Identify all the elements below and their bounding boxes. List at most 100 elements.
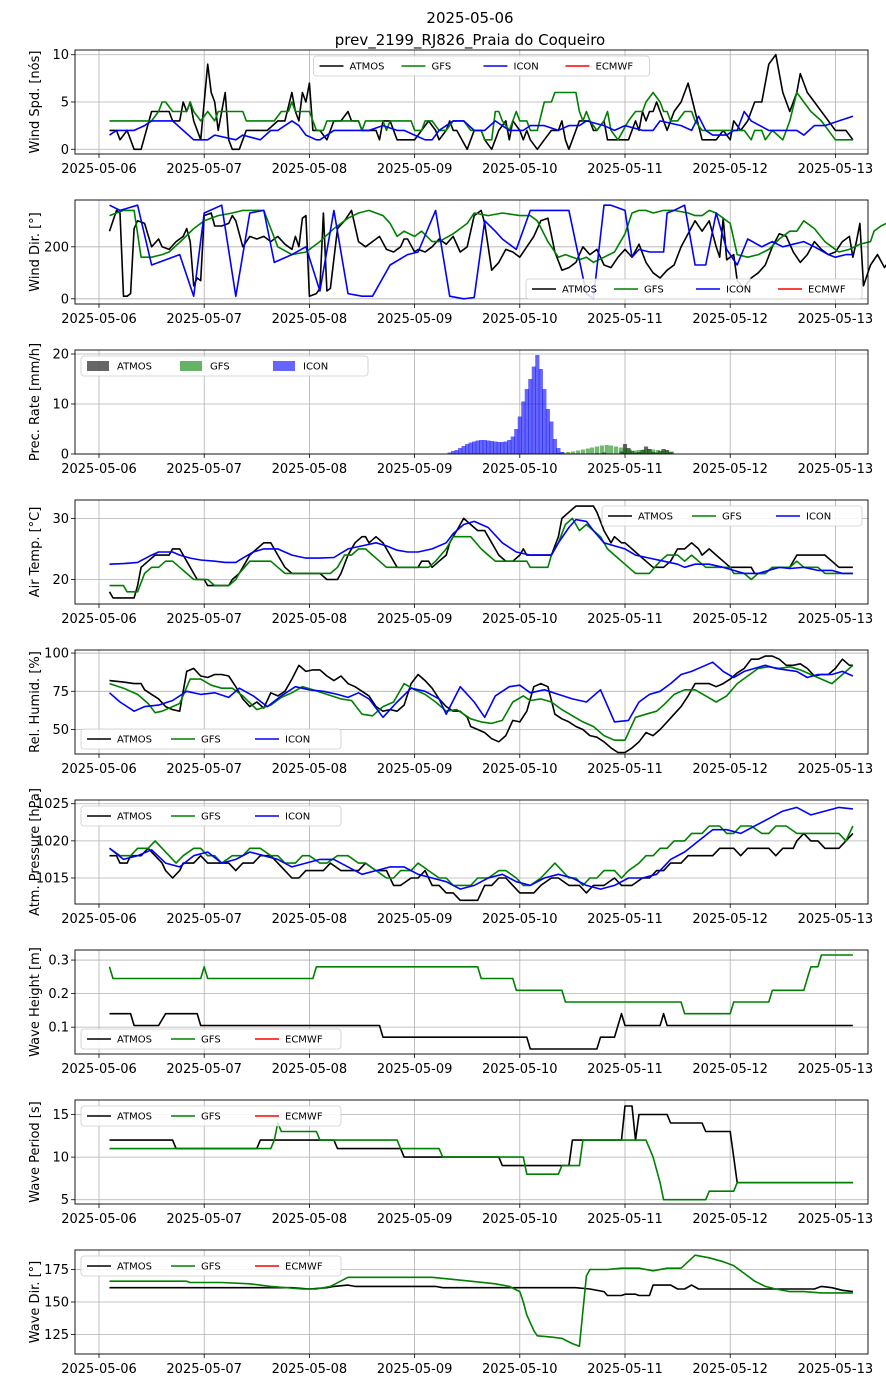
x-tick-label: 2025-05-09 xyxy=(377,912,453,927)
legend-label-atmos: ATMOS xyxy=(117,362,152,373)
bar-gfs xyxy=(566,452,571,454)
bar-gfs xyxy=(599,445,604,454)
x-tick-label: 2025-05-09 xyxy=(377,162,453,177)
x-tick-label: 2025-05-09 xyxy=(377,1062,453,1077)
bar-icon xyxy=(479,440,484,454)
x-tick-label: 2025-05-06 xyxy=(61,462,137,477)
x-tick-label: 2025-05-07 xyxy=(166,762,242,777)
legend-swatch-atmos xyxy=(87,361,109,371)
x-tick-label: 2025-05-10 xyxy=(482,162,558,177)
bar-icon xyxy=(489,441,494,454)
y-tick-label: 125 xyxy=(44,1328,69,1343)
x-tick-label: 2025-05-08 xyxy=(272,612,348,627)
y-tick-label: 200 xyxy=(44,240,69,255)
bar-icon xyxy=(542,389,547,454)
y-tick-label: 15 xyxy=(52,1108,69,1123)
y-tick-label: 30 xyxy=(52,512,69,527)
legend-label-icon: ICON xyxy=(726,285,751,296)
y-tick-label: 0 xyxy=(61,292,69,307)
legend-label-atmos: ATMOS xyxy=(117,1112,152,1123)
x-tick-label: 2025-05-09 xyxy=(377,762,453,777)
plot-frame xyxy=(74,49,869,155)
x-tick-label: 2025-05-09 xyxy=(377,612,453,627)
bar-icon xyxy=(521,401,526,454)
y-axis-label: Atm. Pressure [hPa] xyxy=(28,788,43,916)
y-tick-label: 175 xyxy=(44,1263,69,1278)
bar-gfs xyxy=(575,450,581,454)
series-line-atmos xyxy=(109,1012,853,1050)
panel-8: 125 150 175 2025-05-06 2025-05-07 2025-05-08 2… xyxy=(28,1249,873,1377)
legend-label-gfs: GFS xyxy=(201,735,221,746)
bar-icon xyxy=(524,389,529,454)
bar-atmos xyxy=(643,446,649,454)
x-tick-label: 2025-05-08 xyxy=(272,762,348,777)
bar-series-icon xyxy=(447,355,564,454)
y-tick-label: 1025 xyxy=(36,797,69,812)
legend: ATMOS GFS ECMWF xyxy=(80,1255,342,1277)
bar-icon xyxy=(496,442,501,454)
x-tick-label: 2025-05-08 xyxy=(272,912,348,927)
y-tick-label: 75 xyxy=(52,685,69,700)
x-tick-label: 2025-05-06 xyxy=(61,762,137,777)
x-tick-label: 2025-05-13 xyxy=(798,912,874,927)
legend-box xyxy=(525,278,863,300)
series-line-atmos xyxy=(109,1284,853,1297)
x-tick-label: 2025-05-07 xyxy=(166,312,242,327)
bar-gfs xyxy=(571,451,576,454)
bar-gfs xyxy=(632,450,637,454)
legend-box xyxy=(80,1255,342,1277)
y-tick-label: 20 xyxy=(52,348,69,363)
x-tick-label: 2025-05-13 xyxy=(798,462,874,477)
series-line-gfs xyxy=(109,517,853,593)
legend-box xyxy=(80,728,342,750)
legend-swatch-gfs xyxy=(180,361,202,371)
y-tick-label: 100 xyxy=(44,647,69,662)
legend-label-ecmwf: ECMWF xyxy=(285,1035,323,1046)
x-tick-label: 2025-05-07 xyxy=(166,462,242,477)
legend-box xyxy=(80,805,342,827)
y-tick-label: 5 xyxy=(61,96,69,111)
x-tick-label: 2025-05-11 xyxy=(587,312,663,327)
y-tick-label: 10 xyxy=(52,1151,69,1166)
bar-gfs xyxy=(636,450,642,454)
legend-label-atmos: ATMOS xyxy=(562,285,597,296)
bar-icon xyxy=(465,444,470,454)
plot-frame xyxy=(74,649,869,755)
x-tick-label: 2025-05-13 xyxy=(798,612,874,627)
x-tick-label: 2025-05-07 xyxy=(166,1362,242,1377)
series-line-icon xyxy=(109,518,853,575)
bar-gfs xyxy=(589,447,595,454)
legend-label-icon: ICON xyxy=(806,512,831,523)
plot-frame xyxy=(74,1249,869,1355)
legend-label-ecmwf: ECMWF xyxy=(596,62,634,73)
x-tick-label: 2025-05-12 xyxy=(692,162,768,177)
x-tick-label: 2025-05-10 xyxy=(482,762,558,777)
bar-atmos xyxy=(601,452,607,454)
legend-label-gfs: GFS xyxy=(201,1262,221,1273)
bar-gfs xyxy=(664,451,670,454)
legend-label-icon: ICON xyxy=(514,62,539,73)
x-tick-label: 2025-05-06 xyxy=(61,912,137,927)
bar-gfs xyxy=(669,451,675,454)
legend: ATMOS GFS ICON ECMWF xyxy=(313,55,650,77)
panel-0: 0 5 10 2025-05-06 2025-05-07 2025-05-08 2025-0… xyxy=(28,48,873,177)
x-tick-label: 2025-05-07 xyxy=(166,1212,242,1227)
x-tick-label: 2025-05-13 xyxy=(798,162,874,177)
bar-icon xyxy=(447,452,452,454)
x-tick-label: 2025-05-12 xyxy=(692,1212,768,1227)
legend-box xyxy=(80,1028,342,1050)
x-tick-label: 2025-05-10 xyxy=(482,312,558,327)
legend-label-ecmwf: ECMWF xyxy=(808,285,846,296)
y-tick-label: 150 xyxy=(44,1296,69,1311)
x-tick-label: 2025-05-08 xyxy=(272,1212,348,1227)
bar-icon xyxy=(545,409,550,454)
bar-icon xyxy=(528,379,533,454)
bar-gfs xyxy=(622,448,628,454)
x-tick-label: 2025-05-07 xyxy=(166,912,242,927)
figure-title: 2025-05-06 xyxy=(426,9,513,27)
plot-frame xyxy=(74,1099,869,1205)
bar-series-gfs xyxy=(551,445,675,454)
y-tick-label: 0 xyxy=(61,448,69,463)
bar-gfs xyxy=(646,449,651,454)
